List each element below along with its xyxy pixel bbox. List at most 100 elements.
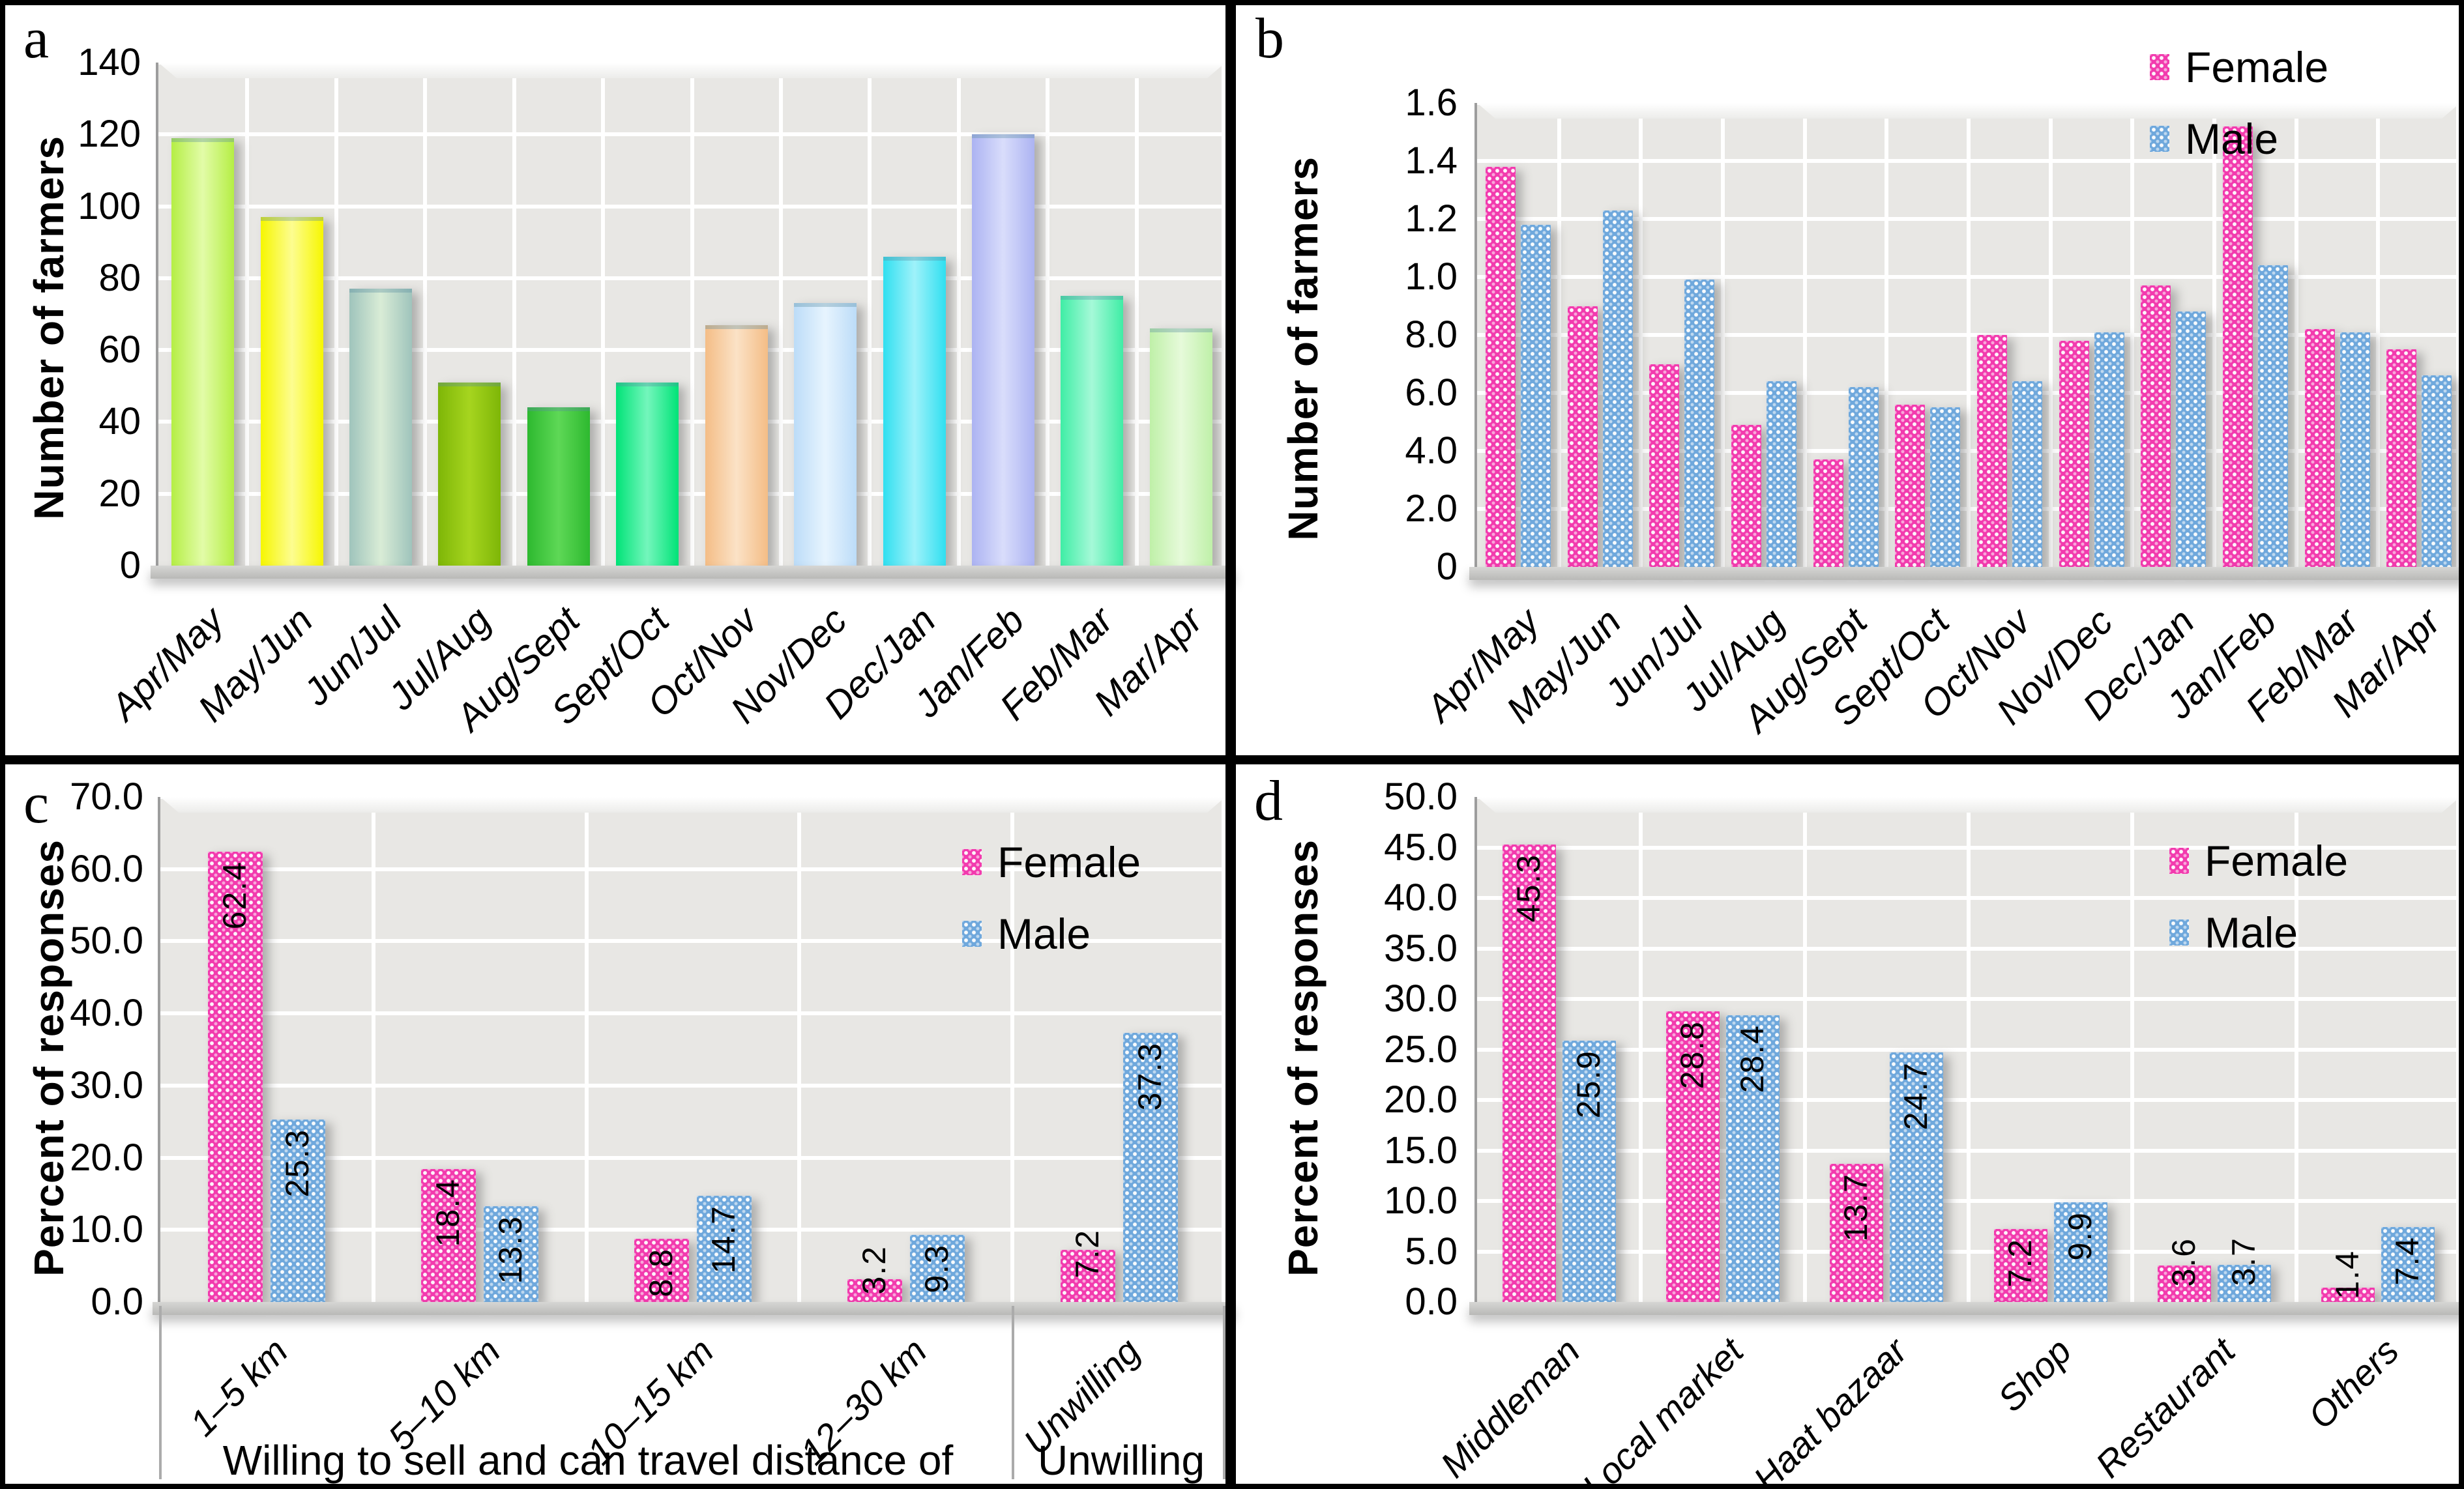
bar-female-Restaurant [2158, 1265, 2211, 1302]
gridline-vertical [956, 63, 961, 566]
bar-female-Mar/Apr [2386, 349, 2417, 567]
y-tick-label: 4.0 [1405, 429, 1458, 472]
gridline-vertical [1802, 797, 1807, 1302]
y-tick-label: 25.0 [1384, 1028, 1458, 1071]
female-legend-swatch [962, 849, 982, 875]
legend-label-female: Female [2205, 837, 2349, 885]
y-tick-label: 5.0 [1405, 1230, 1458, 1273]
y-tick-label: 30.0 [1384, 977, 1458, 1020]
bar-male-Feb/Mar [2339, 332, 2370, 567]
data-label: 1.4 [2329, 1250, 2366, 1299]
y-tick-label: 40 [98, 400, 141, 443]
plot-area-b [1469, 101, 2460, 580]
y-axis-line [158, 797, 160, 1314]
plot-floor [151, 566, 1235, 579]
y-tick-label: 30.0 [70, 1063, 143, 1106]
y-tick-label: 40.0 [1384, 876, 1458, 919]
y-tick-label: 80 [98, 256, 141, 299]
panel-divider-horizontal [5, 755, 2459, 764]
bar-female-Shop [1993, 1229, 2047, 1302]
legend-label-female: Female [2185, 43, 2329, 91]
bar-male-Sept/Oct [1930, 407, 1961, 567]
bar-Apr/May [171, 137, 235, 566]
bar-female-5–10 km [421, 1169, 477, 1302]
gridline-vertical [2294, 103, 2298, 567]
gridline-horizontal [160, 1228, 1225, 1232]
plot-area-a [151, 61, 1235, 579]
legend-item-male: Male [2169, 911, 2348, 954]
panel-letter-d: d [1254, 770, 1283, 833]
bar-female-Dec/Jan [2141, 285, 2171, 567]
gridline-vertical [2048, 103, 2053, 567]
bar-male-5–10 km [484, 1206, 539, 1302]
y-tick-label: 1.0 [1405, 255, 1458, 298]
bar-male-Aug/Sept [1848, 387, 1879, 567]
y-axis-line [156, 63, 158, 577]
bar-male-Oct/Nov [2012, 381, 2042, 567]
gridline-vertical [1802, 103, 1807, 567]
bar-female-Aug/Sept [1813, 459, 1843, 567]
x-category-label: Middleman [1432, 1330, 1588, 1486]
plot-floor [153, 1302, 1235, 1315]
bar-Sept/Oct [616, 382, 679, 566]
gridline-vertical [1721, 103, 1725, 567]
x-axis-group-label-unwilling: Unwilling [1037, 1437, 1205, 1484]
y-axis-title-panel-d: Percent of responses [1280, 839, 1327, 1277]
y-tick-label: 120 [78, 113, 141, 156]
gridline-vertical [2456, 797, 2459, 1302]
data-label: 45.3 [1510, 853, 1547, 923]
y-tick-label: 70.0 [70, 775, 143, 818]
bar-male-Nov/Dec [2094, 332, 2124, 567]
x-category-label: Others [2300, 1330, 2407, 1437]
legend-label-male: Male [997, 910, 1091, 958]
bar-female-Apr/May [1485, 166, 1516, 567]
y-tick-label: 15.0 [1384, 1129, 1458, 1172]
data-label: 24.7 [1898, 1062, 1935, 1131]
gridline-vertical [2212, 103, 2216, 567]
bar-female-Sept/Oct [1895, 404, 1926, 567]
gridline-vertical [1639, 797, 1643, 1302]
y-tick-label: 1.4 [1405, 139, 1458, 182]
y-tick-label: 60 [98, 328, 141, 371]
y-tick-label: 20 [98, 472, 141, 515]
data-label: 7.4 [2389, 1236, 2426, 1286]
bar-male-1–5 km [271, 1119, 326, 1302]
category-axis-separator [159, 1306, 162, 1479]
gridline-vertical [1222, 63, 1225, 566]
gridline-vertical [2294, 797, 2298, 1302]
panel-divider-vertical [1225, 5, 1236, 1484]
male-legend-swatch [2169, 919, 2189, 946]
bar-Feb/Mar [1061, 296, 1124, 566]
category-axis-separator [1012, 1306, 1014, 1479]
bar-female-Oct/Nov [1976, 335, 2007, 567]
legend-item-female: Female [962, 841, 1141, 884]
gridline-vertical [1639, 103, 1643, 567]
y-tick-label: 40.0 [70, 992, 143, 1035]
data-label: 13.7 [1838, 1172, 1875, 1241]
y-tick-label: 6.0 [1405, 371, 1458, 414]
bar-female-1–5 km [208, 852, 263, 1302]
gridline-vertical [1557, 103, 1561, 567]
bar-male-Local market [1726, 1015, 1780, 1302]
bar-male-Jun/Jul [1684, 280, 1715, 567]
gridline-horizontal [160, 939, 1225, 944]
x-category-label: Restaurant [2087, 1330, 2243, 1486]
gridline-vertical [1046, 63, 1050, 566]
plot-floor [1469, 1302, 2459, 1315]
bar-female-Local market [1666, 1011, 1720, 1302]
gridline-vertical [1885, 103, 1889, 567]
plot-top-bevel [1477, 103, 2460, 119]
y-tick-label: 1.6 [1405, 81, 1458, 124]
data-label: 13.3 [492, 1215, 529, 1284]
y-tick-label: 50.0 [1384, 775, 1458, 818]
y-axis-line [1474, 797, 1477, 1314]
bar-male-12–30 km [909, 1235, 965, 1302]
x-axis-group-label-willing: Willing to sell and can travel distance … [222, 1437, 954, 1484]
bar-male-Mar/Apr [2422, 375, 2452, 567]
bar-Jan/Feb [971, 134, 1034, 566]
gridline-horizontal [160, 1083, 1225, 1088]
bar-male-May/Jun [1602, 210, 1633, 567]
panel-letter-a: a [23, 7, 50, 70]
bar-male-Jul/Aug [1766, 381, 1797, 567]
data-label: 3.2 [855, 1245, 892, 1295]
